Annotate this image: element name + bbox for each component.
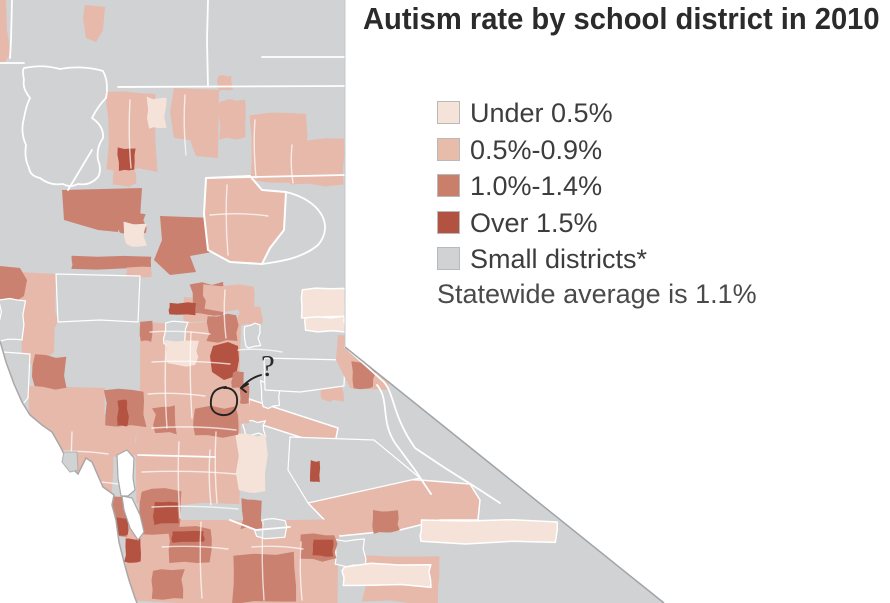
svg-text:?: ? (261, 348, 275, 383)
